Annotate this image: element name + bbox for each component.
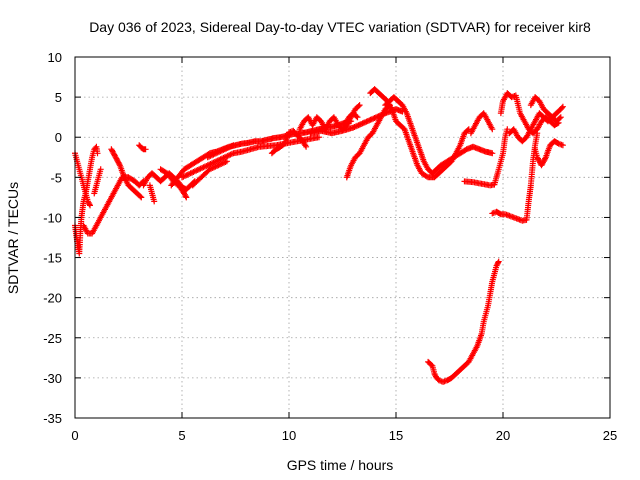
- y-tick-label: 10: [48, 50, 62, 65]
- data-point-markers: [341, 110, 361, 129]
- series-arc12: [189, 158, 230, 189]
- data-point-markers: [461, 126, 511, 189]
- y-tick-label: -35: [43, 411, 62, 426]
- series-arc26: [532, 138, 566, 169]
- x-tick-label: 0: [71, 428, 78, 443]
- data-point-markers: [136, 142, 149, 153]
- data-point-markers: [467, 110, 496, 137]
- y-tick-label: -20: [43, 291, 62, 306]
- data-point-markers: [108, 146, 145, 201]
- x-tick-label: 5: [178, 428, 185, 443]
- x-tick-label: 15: [389, 428, 403, 443]
- x-tick-label: 25: [603, 428, 617, 443]
- data-point-markers: [189, 158, 230, 189]
- plot-frame: [74, 56, 611, 419]
- data-point-markers: [425, 258, 502, 385]
- data-point-markers: [367, 86, 472, 181]
- y-tick-label: -10: [43, 210, 62, 225]
- x-tick-label: 10: [282, 428, 296, 443]
- data-point-markers: [204, 142, 237, 161]
- series-arc8: [146, 182, 158, 205]
- data-point-markers: [527, 94, 564, 125]
- y-tick-label: 5: [55, 90, 62, 105]
- series-arc20: [382, 94, 496, 177]
- data-series: [72, 86, 566, 385]
- series-arc6: [136, 142, 149, 153]
- grid: [75, 57, 610, 418]
- series-arc21: [467, 110, 496, 137]
- y-tick-label: -5: [50, 170, 62, 185]
- data-point-markers: [146, 182, 158, 205]
- series-arc14: [268, 127, 310, 157]
- series-arc25: [506, 103, 566, 145]
- y-axis-label: SDTVAR / TECUs: [5, 182, 21, 294]
- series-arc5: [91, 166, 104, 197]
- data-point-markers: [80, 174, 147, 237]
- series-arc27: [527, 94, 564, 125]
- series-arc17: [341, 110, 361, 129]
- data-point-markers: [343, 102, 393, 181]
- data-point-markers: [382, 94, 496, 177]
- y-tick-label: -25: [43, 331, 62, 346]
- series-arc4: [108, 146, 145, 201]
- series-arc22: [461, 126, 511, 189]
- data-point-markers: [268, 127, 310, 157]
- y-tick-label: -30: [43, 371, 62, 386]
- series-arc19: [367, 86, 472, 181]
- y-tick-label: 0: [55, 130, 62, 145]
- chart-title: Day 036 of 2023, Sidereal Day-to-day VTE…: [89, 19, 591, 35]
- x-tick-label: 20: [496, 428, 510, 443]
- series-arc3: [80, 174, 147, 237]
- data-point-markers: [91, 166, 104, 197]
- series-arc13: [204, 142, 237, 161]
- y-tick-label: -15: [43, 251, 62, 266]
- data-point-markers: [532, 138, 566, 169]
- series-arc28: [425, 258, 502, 385]
- axis-ticks: 0 5 10 15 20 25 10 5 0 -5 -10 -15 -20 -25 -30 -35: [43, 50, 617, 443]
- x-axis-label: GPS time / hours: [287, 457, 394, 473]
- data-point-markers: [506, 103, 566, 145]
- series-arc18: [343, 102, 393, 181]
